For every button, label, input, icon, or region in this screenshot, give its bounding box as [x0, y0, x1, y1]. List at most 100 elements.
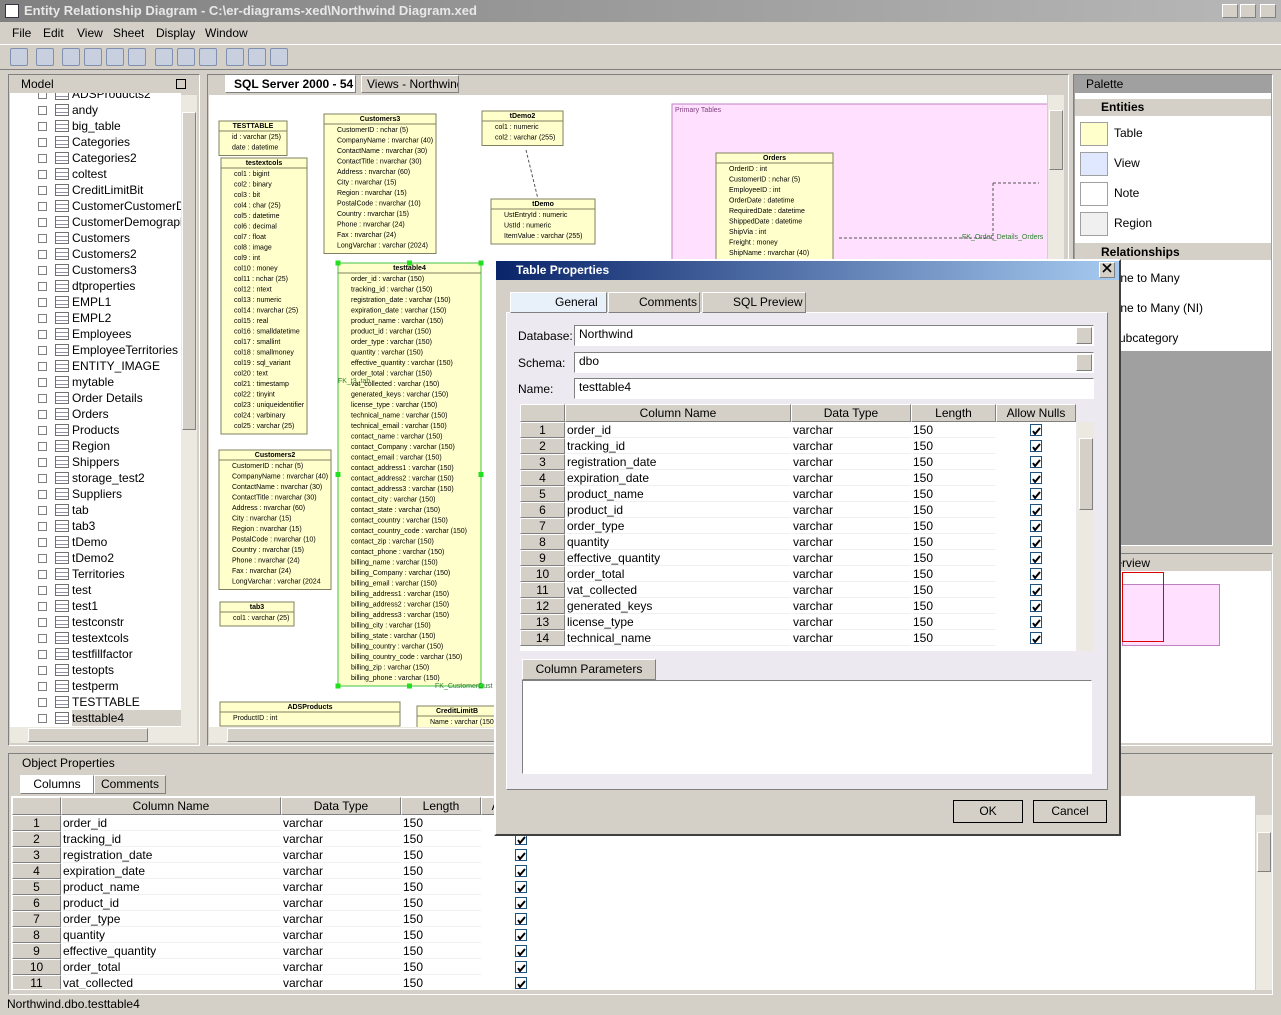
model-item[interactable]: TESTTABLE: [72, 695, 140, 709]
checkbox[interactable]: [1030, 584, 1042, 596]
model-item[interactable]: Territories: [72, 567, 125, 581]
column-header[interactable]: Length: [401, 797, 481, 815]
combo-arrow[interactable]: [1076, 327, 1092, 344]
checkbox[interactable]: [1030, 520, 1042, 532]
tree-expander[interactable]: [38, 570, 47, 579]
checkbox[interactable]: [515, 849, 527, 861]
model-item[interactable]: ENTITY_IMAGE: [72, 359, 161, 373]
palette-item[interactable]: Note: [1114, 186, 1140, 200]
tree-expander[interactable]: [38, 154, 47, 163]
tree-expander[interactable]: [38, 490, 47, 499]
palette-item[interactable]: Table: [1114, 126, 1143, 140]
tree-expander[interactable]: [38, 202, 47, 211]
checkbox[interactable]: [515, 929, 527, 941]
toolbar-button[interactable]: [106, 48, 124, 66]
dialog-tab[interactable]: Comments: [608, 292, 700, 313]
checkbox[interactable]: [515, 961, 527, 973]
menu-item[interactable]: Sheet: [113, 26, 145, 40]
model-item[interactable]: Order Details: [72, 391, 143, 405]
checkbox[interactable]: [1030, 600, 1042, 612]
model-item[interactable]: tDemo: [72, 535, 108, 549]
tree-expander[interactable]: [38, 442, 47, 451]
model-item[interactable]: testextcols: [72, 631, 129, 645]
checkbox[interactable]: [515, 865, 527, 877]
model-item[interactable]: test: [72, 583, 92, 597]
menu-item[interactable]: View: [77, 26, 103, 40]
toolbar-button[interactable]: [10, 48, 28, 66]
tree-expander[interactable]: [38, 250, 47, 259]
toolbar-button[interactable]: [36, 48, 54, 66]
tree-expander[interactable]: [38, 506, 47, 515]
model-item[interactable]: testopts: [72, 663, 115, 677]
model-item[interactable]: CustomerDemographics: [72, 215, 181, 229]
palette-item[interactable]: Region: [1114, 216, 1153, 230]
model-item[interactable]: storage_test2: [72, 471, 145, 485]
dialog-button[interactable]: OK: [953, 800, 1023, 823]
menu-item[interactable]: File: [12, 26, 32, 40]
column-header[interactable]: Column Name: [565, 404, 791, 422]
checkbox[interactable]: [515, 945, 527, 957]
tree-expander[interactable]: [38, 586, 47, 595]
palette-item[interactable]: One to Many: [1111, 271, 1180, 285]
checkbox[interactable]: [515, 897, 527, 909]
model-item[interactable]: Customers2: [72, 247, 137, 261]
sheet-tab[interactable]: SQL Server 2000 - 54: [225, 75, 356, 93]
palette-item[interactable]: One to Many (NI): [1111, 301, 1204, 315]
toolbar-button[interactable]: [270, 48, 288, 66]
toolbar-button[interactable]: [155, 48, 173, 66]
model-item[interactable]: big_table: [72, 119, 121, 133]
model-item[interactable]: EMPL2: [72, 311, 112, 325]
checkbox[interactable]: [515, 977, 527, 989]
tree-expander[interactable]: [38, 93, 47, 99]
model-item[interactable]: Orders: [72, 407, 109, 421]
text-input[interactable]: testtable4: [574, 378, 1094, 399]
toolbar-button[interactable]: [226, 48, 244, 66]
checkbox[interactable]: [515, 881, 527, 893]
tree-expander[interactable]: [38, 554, 47, 563]
tree-expander[interactable]: [38, 698, 47, 707]
model-item[interactable]: EmployeeTerritories: [72, 343, 179, 357]
dialog-tab[interactable]: General: [510, 292, 607, 313]
combo-box[interactable]: dbo: [574, 352, 1094, 373]
tree-expander[interactable]: [38, 394, 47, 403]
toolbar-button[interactable]: [177, 48, 195, 66]
tree-expander[interactable]: [38, 538, 47, 547]
toolbar-button[interactable]: [128, 48, 146, 66]
model-item[interactable]: andy: [72, 103, 99, 117]
model-item[interactable]: Employees: [72, 327, 132, 341]
checkbox[interactable]: [1030, 440, 1042, 452]
menu-item[interactable]: Display: [156, 26, 196, 40]
model-item[interactable]: tab: [72, 503, 89, 517]
menu-item[interactable]: Edit: [43, 26, 64, 40]
column-header[interactable]: Data Type: [281, 797, 401, 815]
column-header[interactable]: Allow Nulls: [996, 404, 1076, 422]
combo-box[interactable]: Northwind: [574, 325, 1094, 346]
op-tab[interactable]: Columns: [20, 775, 94, 794]
palette-item[interactable]: Subcategory: [1111, 331, 1179, 345]
dialog-tab[interactable]: SQL Preview: [702, 292, 806, 313]
combo-arrow[interactable]: [1076, 354, 1092, 371]
tree-expander[interactable]: [38, 458, 47, 467]
model-item[interactable]: mytable: [72, 375, 115, 389]
model-item[interactable]: CreditLimitBit: [72, 183, 144, 197]
tree-expander[interactable]: [38, 682, 47, 691]
window-button[interactable]: [1260, 4, 1276, 18]
window-button[interactable]: [1222, 4, 1238, 18]
checkbox[interactable]: [1030, 632, 1042, 644]
tree-expander[interactable]: [38, 218, 47, 227]
tree-expander[interactable]: [38, 522, 47, 531]
checkbox[interactable]: [1030, 488, 1042, 500]
checkbox[interactable]: [1030, 552, 1042, 564]
tree-expander[interactable]: [38, 346, 47, 355]
toolbar-button[interactable]: [199, 48, 217, 66]
toolbar-button[interactable]: [248, 48, 266, 66]
tree-expander[interactable]: [38, 122, 47, 131]
tree-expander[interactable]: [38, 666, 47, 675]
tree-expander[interactable]: [38, 330, 47, 339]
model-item[interactable]: CustomerCustomerDemo: [72, 199, 181, 213]
model-item[interactable]: testperm: [72, 679, 119, 693]
model-item[interactable]: tDemo2: [72, 551, 115, 565]
model-item[interactable]: Customers: [72, 231, 131, 245]
tree-expander[interactable]: [38, 362, 47, 371]
tree-expander[interactable]: [38, 298, 47, 307]
